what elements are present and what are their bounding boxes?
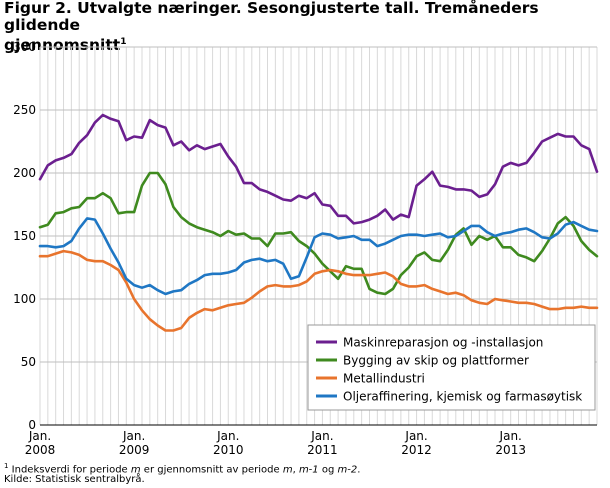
series-line-2 xyxy=(38,249,599,332)
x-tick-month-label: Jan. xyxy=(499,429,522,443)
x-tick-year-label: 2009 xyxy=(119,443,150,457)
y-tick-label: 0 xyxy=(28,418,36,432)
y-tick-label: 300 xyxy=(13,40,36,54)
source-note: Kilde: Statistisk sentralbyrå. xyxy=(4,474,145,485)
title-line-1: Figur 2. Utvalgte næringer. Sesongjuster… xyxy=(4,0,539,34)
x-tick-year-label: 2008 xyxy=(25,443,56,457)
y-tick-label: 200 xyxy=(13,166,36,180)
x-tick-month-label: Jan. xyxy=(216,429,239,443)
x-tick-year-label: 2010 xyxy=(213,443,244,457)
footnote-mark: 1 xyxy=(4,462,9,470)
series-line-0 xyxy=(38,113,599,225)
x-tick-year-label: 2013 xyxy=(495,443,526,457)
footnote-part-1: m xyxy=(130,464,141,476)
footnote-part-7: m-2 xyxy=(337,464,358,476)
x-tick-month-label: Jan. xyxy=(310,429,333,443)
x-tick-month-label: Jan. xyxy=(122,429,145,443)
legend-label-0: Maskinreparasjon og -installasjon xyxy=(343,336,543,350)
title-line-2: gjennomsnitt xyxy=(4,36,121,55)
y-tick-label: 100 xyxy=(13,292,36,306)
series-lines xyxy=(38,113,599,332)
footnote-part-0: Indeksverdi for periode xyxy=(11,464,131,476)
footnote: 1 Indeksverdi for periode m er gjennomsn… xyxy=(4,462,360,475)
y-tick-label: 250 xyxy=(13,103,36,117)
title-footnote-mark: 1 xyxy=(120,37,127,47)
footnote-part-5: m-1 xyxy=(298,464,319,476)
series-line-1 xyxy=(38,171,599,296)
footnote-part-6: og xyxy=(318,464,338,476)
legend-label-1: Bygging av skip og plattformer xyxy=(343,354,529,368)
y-tick-label: 150 xyxy=(13,229,36,243)
footnote-part-8: . xyxy=(357,464,361,476)
x-tick-year-label: 2011 xyxy=(307,443,338,457)
y-tick-label: 50 xyxy=(21,355,36,369)
x-tick-year-label: 2012 xyxy=(401,443,432,457)
x-tick-month-label: Jan. xyxy=(404,429,427,443)
footnote-part-2: er gjennomsnitt av periode xyxy=(140,464,283,476)
legend: Maskinreparasjon og -installasjon Bygging… xyxy=(307,324,596,411)
x-axis-ticks: Jan.2008Jan.2009Jan.2010Jan.2011Jan.2012… xyxy=(25,429,526,457)
x-tick-month-label: Jan. xyxy=(28,429,51,443)
y-axis-ticks: 0 50 100 150 200 250 300 xyxy=(13,40,36,432)
footnote-part-3: m xyxy=(282,464,293,476)
legend-box xyxy=(307,324,596,411)
footnote-part-4: , xyxy=(292,464,299,476)
legend-label-2: Metallindustri xyxy=(343,372,425,386)
chart-title: Figur 2. Utvalgte næringer. Sesongjuster… xyxy=(4,0,604,54)
series-line-3 xyxy=(38,217,599,296)
legend-label-3: Oljeraffinering, kjemisk og farmasøytisk xyxy=(343,390,582,404)
